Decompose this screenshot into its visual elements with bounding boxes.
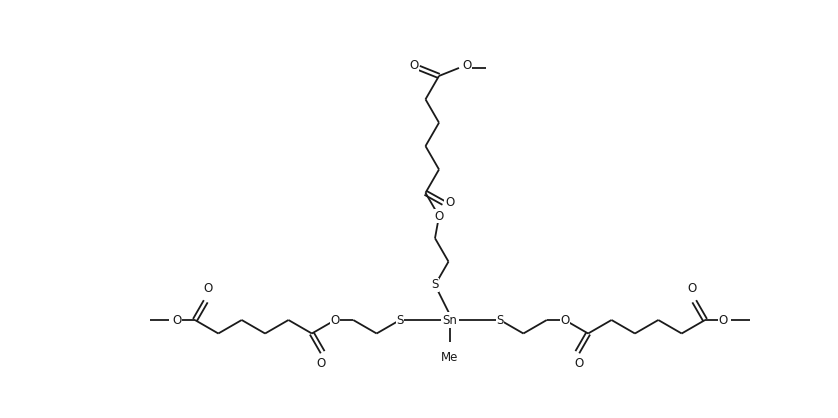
Text: O: O [434,210,443,223]
Text: O: O [410,59,419,72]
Text: O: O [316,357,325,370]
Text: O: O [560,314,569,326]
Text: O: O [462,59,471,72]
Text: O: O [575,357,584,370]
Text: S: S [432,278,438,291]
Text: S: S [496,314,504,326]
Text: O: O [445,196,454,209]
Text: O: O [718,314,727,326]
Text: Sn: Sn [442,314,458,326]
Text: O: O [203,282,212,295]
Text: S: S [396,314,404,326]
Text: Me: Me [442,351,458,364]
Text: O: O [688,282,697,295]
Text: O: O [173,314,182,326]
Text: O: O [331,314,340,326]
